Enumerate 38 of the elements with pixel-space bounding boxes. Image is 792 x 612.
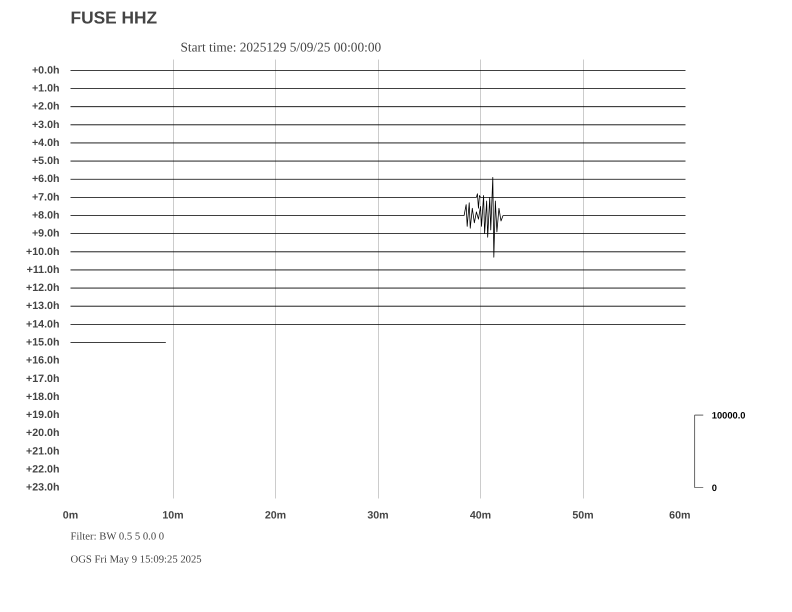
y-tick-label: +14.0h — [26, 318, 60, 330]
x-tick-label: 50m — [572, 510, 594, 522]
y-tick-label: +6.0h — [32, 173, 60, 186]
x-tick-label: 30m — [367, 510, 389, 522]
y-tick-label: +21.0h — [26, 445, 60, 458]
y-tick-label: +10.0h — [26, 246, 60, 258]
y-tick-label: +11.0h — [26, 264, 60, 276]
y-tick-label: +20.0h — [26, 427, 60, 440]
text: 10000.0 — [712, 410, 746, 421]
y-tick-label: +15.0h — [26, 336, 60, 348]
y-tick-label: +17.0h — [26, 372, 60, 385]
y-tick-label: +9.0h — [32, 228, 60, 240]
y-tick-label: +13.0h — [26, 300, 60, 312]
y-tick-label: +22.0h — [26, 463, 60, 476]
y-tick-label: +19.0h — [26, 409, 60, 422]
y-tick-label: +5.0h — [32, 155, 60, 168]
y-tick-label: +16.0h — [26, 354, 60, 367]
y-tick-label: +4.0h — [32, 136, 60, 149]
text: OGS Fri May 9 15:09:25 2025 — [70, 554, 202, 566]
y-tick-label: +23.0h — [26, 482, 60, 494]
y-tick-label: +1.0h — [32, 82, 60, 95]
line-series — [70, 177, 686, 258]
x-tick-label: 10m — [162, 510, 184, 522]
text: 0 — [712, 483, 717, 494]
chart-title: FUSE HHZ — [70, 8, 158, 28]
x-tick-label: 20m — [264, 510, 286, 522]
y-tick-label: +12.0h — [26, 282, 60, 294]
y-tick-label: +0.0h — [32, 64, 60, 76]
text: Filter: BW 0.5 5 0.0 0 — [70, 532, 164, 542]
y-tick-label: +18.0h — [26, 390, 60, 403]
chart-subtitle: Start time: 2025129 5/09/25 00:00:00 — [180, 40, 382, 54]
y-tick-label: +2.0h — [32, 100, 60, 113]
y-tick-label: +8.0h — [32, 210, 60, 222]
y-tick-label: +3.0h — [32, 118, 60, 131]
y-tick-label: +7.0h — [32, 191, 60, 204]
x-tick-label: 0m — [62, 510, 78, 522]
x-tick-label: 40m — [470, 510, 492, 522]
x-tick-label: 60m — [669, 510, 690, 522]
